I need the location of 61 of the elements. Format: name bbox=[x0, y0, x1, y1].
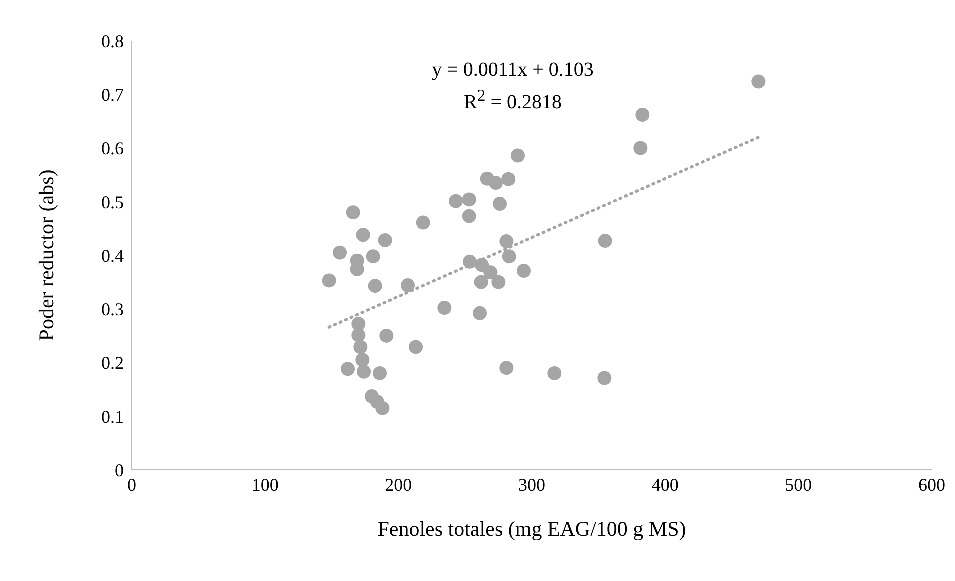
point bbox=[401, 278, 415, 293]
point bbox=[598, 371, 612, 386]
point bbox=[352, 328, 366, 342]
point bbox=[636, 108, 650, 122]
y-tick-label: 0.5 bbox=[102, 192, 124, 212]
point bbox=[500, 361, 514, 376]
y-tick-label: 0.1 bbox=[102, 406, 124, 427]
point bbox=[489, 176, 503, 190]
point bbox=[449, 194, 463, 208]
x-tick-label: 100 bbox=[252, 474, 279, 495]
x-tick-label: 600 bbox=[918, 474, 946, 495]
point bbox=[378, 233, 392, 248]
y-axis-title: Poder reductor (abs) bbox=[34, 170, 58, 342]
point bbox=[493, 197, 507, 212]
annotation: y = 0.0011x + 0.103 bbox=[431, 58, 595, 83]
point bbox=[356, 228, 370, 242]
point bbox=[357, 364, 371, 379]
y-tick-label: 0.4 bbox=[102, 246, 124, 266]
point bbox=[548, 366, 562, 380]
x-axis-title: Fenoles totales (mg EAG/100 g MS) bbox=[378, 517, 686, 541]
y-tick-label: 0.8 bbox=[102, 31, 124, 52]
point bbox=[366, 250, 380, 264]
point bbox=[368, 279, 382, 294]
point bbox=[462, 209, 476, 224]
point bbox=[341, 362, 355, 376]
point bbox=[376, 401, 390, 416]
point bbox=[356, 353, 370, 368]
point bbox=[473, 306, 487, 320]
point bbox=[354, 340, 368, 354]
point bbox=[511, 148, 525, 163]
point bbox=[409, 340, 423, 354]
point bbox=[416, 216, 430, 230]
point bbox=[484, 266, 498, 280]
point bbox=[352, 317, 366, 332]
point bbox=[333, 246, 347, 260]
y-tick-label: 0.7 bbox=[102, 85, 124, 106]
point bbox=[373, 366, 387, 380]
y-tick-label: 0 bbox=[115, 460, 124, 480]
point bbox=[502, 172, 516, 186]
point bbox=[634, 141, 648, 156]
point bbox=[500, 234, 514, 249]
point bbox=[517, 264, 531, 278]
y-tick-label: 0.2 bbox=[102, 353, 124, 374]
y-tick-label: 0.3 bbox=[102, 300, 124, 320]
point bbox=[346, 206, 360, 220]
point bbox=[380, 328, 394, 343]
point bbox=[502, 250, 516, 264]
x-tick-label: 0 bbox=[128, 474, 136, 495]
point bbox=[752, 74, 766, 89]
point bbox=[462, 192, 476, 207]
x-tick-label: 500 bbox=[785, 474, 812, 495]
x-tick-label: 300 bbox=[518, 474, 546, 495]
annotation: R$^{2}$ = 0.2818 bbox=[463, 85, 563, 116]
x-tick-label: 200 bbox=[385, 474, 412, 495]
point bbox=[598, 234, 612, 248]
point bbox=[474, 275, 488, 290]
point bbox=[438, 301, 452, 316]
y-tick-label: 0.6 bbox=[102, 138, 124, 159]
point bbox=[322, 274, 336, 288]
point bbox=[492, 275, 506, 290]
x-tick-label: 400 bbox=[652, 474, 679, 495]
